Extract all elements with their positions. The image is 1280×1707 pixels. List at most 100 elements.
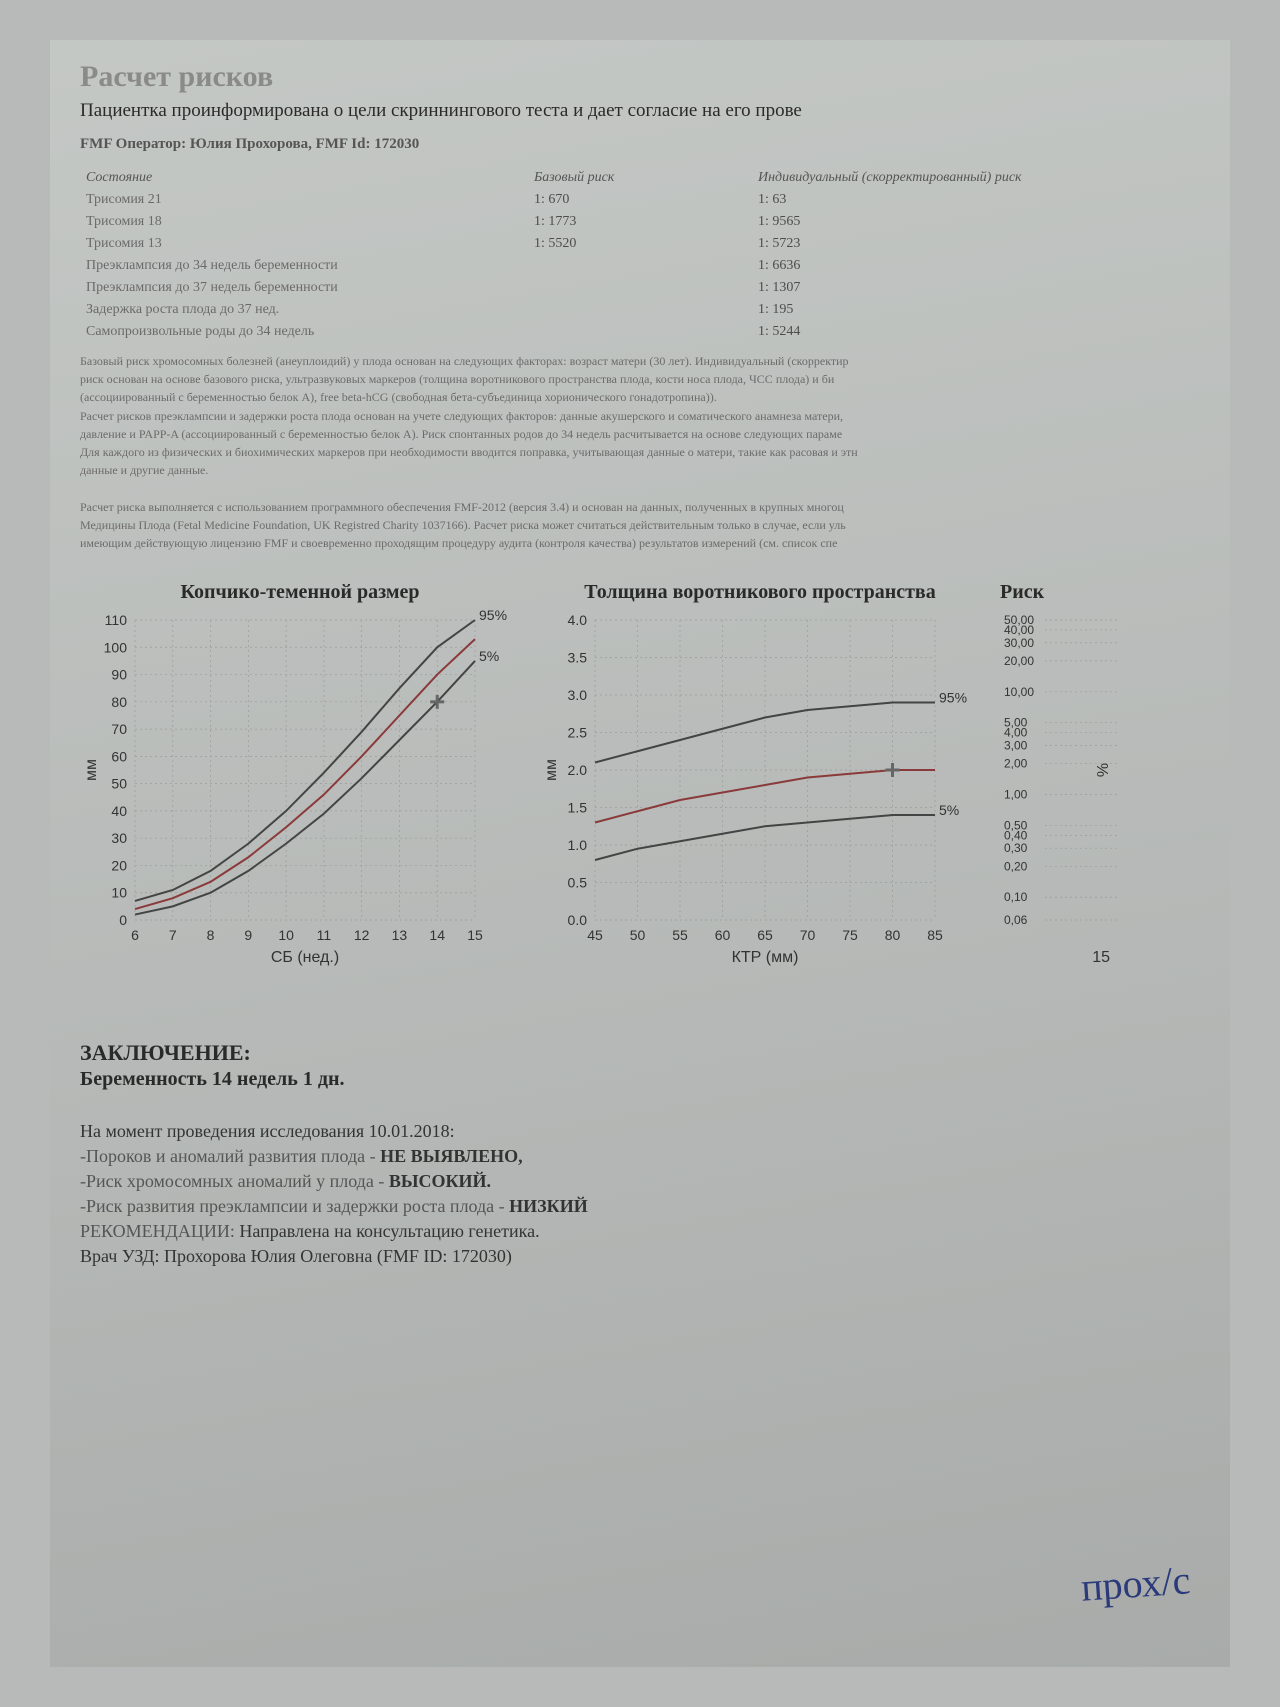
svg-text:40: 40 [111,803,127,819]
svg-text:2.0: 2.0 [568,762,588,778]
svg-text:13: 13 [392,927,408,943]
signature: прох/с [1079,1556,1191,1611]
svg-text:0,06: 0,06 [1004,913,1028,927]
svg-text:20: 20 [111,858,127,874]
svg-text:0,30: 0,30 [1004,841,1028,855]
fine-print-line: данные и другие данные. [80,462,1200,478]
finding-line: -Пороков и аномалий развития плода - НЕ … [80,1146,1200,1167]
fine-print-line: имеющим действующую лицензию FMF и своев… [80,535,1200,551]
operator-line: FMF Оператор: Юлия Прохорова, FMF Id: 17… [80,136,1200,153]
svg-text:10: 10 [111,885,127,901]
svg-text:11: 11 [317,927,332,943]
nt-chart-title: Толщина воротникового пространства [540,581,980,604]
svg-text:75: 75 [842,927,858,943]
svg-text:100: 100 [104,639,128,655]
svg-text:65: 65 [757,927,773,943]
fine-print-line: Базовый риск хромосомных болезней (анеуп… [80,353,1200,369]
svg-text:85: 85 [927,927,943,943]
conclusion-heading: ЗАКЛЮЧЕНИЕ: [80,1040,1200,1066]
fine-print-line: Медицины Плода (Fetal Medicine Foundatio… [80,517,1200,533]
recommendation-text: Направлена на консультацию генетика. [239,1221,539,1241]
svg-text:3,00: 3,00 [1004,739,1028,753]
svg-text:5%: 5% [479,648,499,664]
table-row: Трисомия 181: 17731: 9565 [80,211,1200,233]
svg-text:6: 6 [131,927,139,943]
fine-print-line: Расчет риска выполняется с использование… [80,499,1200,515]
svg-text:80: 80 [111,694,127,710]
fine-print-block: Базовый риск хромосомных болезней (анеуп… [80,353,1200,551]
svg-text:3.5: 3.5 [568,650,588,666]
crl-chart-title: Копчико-теменной размер [80,581,520,604]
svg-text:мм: мм [83,759,100,781]
fine-print-line: (ассоциированный с беременностью белок A… [80,389,1200,405]
svg-text:1.0: 1.0 [568,837,588,853]
svg-text:10,00: 10,00 [1004,685,1034,699]
svg-text:0,20: 0,20 [1004,859,1028,873]
section-title: Расчет рисков [80,60,1200,94]
charts-row: Копчико-теменной размер 0 10 20 30 40 50 60 70 8… [80,581,1200,970]
svg-text:95%: 95% [939,690,967,706]
risk-col-1: Базовый риск [528,167,752,189]
conclusion-block: ЗАКЛЮЧЕНИЕ: Беременность 14 недель 1 дн.… [80,1040,1200,1267]
gestational-age: Беременность 14 недель 1 дн. [80,1068,1200,1091]
recommendation-line: РЕКОМЕНДАЦИИ: Направлена на консультацию… [80,1221,1200,1242]
svg-text:9: 9 [244,927,252,943]
consent-text: Пациентка проинформирована о цели скринн… [80,100,1200,122]
svg-text:7: 7 [169,927,177,943]
svg-text:2.5: 2.5 [568,725,588,741]
svg-text:0,10: 0,10 [1004,890,1028,904]
svg-text:СБ (нед.): СБ (нед.) [271,949,339,966]
risk-col-2: Индивидуальный (скорректированный) риск [752,167,1200,189]
nt-chart: Толщина воротникового пространства 0.00.… [540,581,980,970]
svg-text:1.5: 1.5 [568,800,588,816]
finding-line: -Риск хромосомных аномалий у плода - ВЫС… [80,1171,1200,1192]
table-row: Самопроизвольные роды до 34 недель1: 524… [80,321,1200,343]
svg-text:95%: 95% [479,610,507,623]
svg-text:0.5: 0.5 [568,875,588,891]
risk-table: Состояние Базовый риск Индивидуальный (с… [80,167,1200,343]
svg-text:%: % [1095,763,1112,777]
svg-text:15: 15 [467,927,483,943]
fine-print-line: давление и PAPP-A (ассоциированный с бер… [80,426,1200,442]
svg-text:90: 90 [111,667,127,683]
svg-text:110: 110 [105,612,128,628]
fine-print-line: риск основан на основе базового риска, у… [80,371,1200,387]
svg-text:30,00: 30,00 [1004,636,1034,650]
svg-text:50: 50 [111,776,127,792]
svg-text:10: 10 [278,927,294,943]
finding-line: -Риск развития преэклампсии и задержки р… [80,1196,1200,1217]
svg-text:8: 8 [207,927,215,943]
table-row: Преэклампсия до 34 недель беременности1:… [80,255,1200,277]
fine-print-line [80,480,1200,496]
svg-text:5%: 5% [939,802,959,818]
svg-text:45: 45 [587,927,603,943]
svg-text:70: 70 [111,721,127,737]
table-row: Трисомия 211: 6701: 63 [80,189,1200,211]
svg-text:2,00: 2,00 [1004,757,1028,771]
svg-text:мм: мм [543,759,560,781]
svg-text:4.0: 4.0 [568,612,588,628]
svg-text:12: 12 [354,927,370,943]
risk-axis-title: Риск [1000,581,1120,604]
svg-text:30: 30 [111,830,127,846]
svg-text:70: 70 [800,927,816,943]
recommendation-label: РЕКОМЕНДАЦИИ: [80,1221,239,1241]
table-row: Преэклампсия до 37 недель беременности1:… [80,277,1200,299]
medical-report-page: Расчет рисков Пациентка проинформирована… [50,40,1230,1667]
table-row: Трисомия 131: 55201: 5723 [80,233,1200,255]
study-date-line: На момент проведения исследования 10.01.… [80,1121,1200,1142]
svg-text:15: 15 [1092,949,1110,966]
svg-text:55: 55 [672,927,688,943]
table-row: Задержка роста плода до 37 нед.1: 195 [80,299,1200,321]
risk-col-0: Состояние [80,167,528,189]
svg-text:80: 80 [885,927,901,943]
svg-text:60: 60 [715,927,731,943]
svg-text:50: 50 [630,927,646,943]
svg-text:14: 14 [429,927,445,943]
svg-text:0: 0 [119,912,127,928]
svg-text:60: 60 [111,748,127,764]
svg-text:КТР (мм): КТР (мм) [732,949,799,966]
crl-chart: Копчико-теменной размер 0 10 20 30 40 50 60 70 8… [80,581,520,970]
fine-print-line: Расчет рисков преэклампсии и задержки ро… [80,408,1200,424]
svg-text:20,00: 20,00 [1004,654,1034,668]
